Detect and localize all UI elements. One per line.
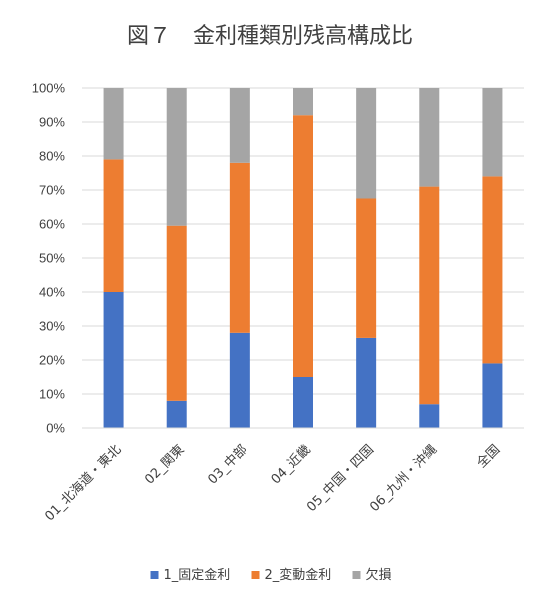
bar-segment-3 [419, 88, 440, 187]
bar-segment-1 [103, 292, 124, 428]
legend-swatch [352, 571, 361, 579]
x-tick-label: 全国 [474, 442, 504, 472]
x-tick-label: 04_近畿 [269, 442, 314, 487]
y-tick-label: 20% [39, 353, 65, 368]
bar-segment-3 [166, 88, 187, 226]
bar-segment-3 [356, 88, 377, 199]
bar-segment-2 [419, 186, 440, 405]
y-tick-label: 40% [39, 285, 65, 300]
y-tick-label: 30% [39, 319, 65, 334]
x-tick-label: 02_関東 [142, 442, 188, 488]
bar-segment-2 [293, 115, 313, 377]
bar-segment-2 [356, 198, 377, 338]
y-tick-label: 100% [32, 81, 66, 96]
bar-segment-3 [482, 88, 503, 177]
bar-segment-2 [103, 159, 124, 292]
y-tick-label: 50% [39, 251, 65, 266]
x-tick-label: 06_九州・沖縄 [367, 442, 440, 515]
y-tick-label: 80% [39, 149, 65, 164]
legend-label: 1_固定金利 [164, 567, 231, 583]
bar-segment-3 [229, 88, 250, 163]
y-tick-label: 0% [46, 421, 65, 436]
chart-title: 図７ 金利種類別残高構成比 [127, 24, 413, 49]
legend-swatch [251, 571, 260, 579]
y-axis-ticks: 0% 10% 20% 30% 40% 50% 60% 70% 80% 90% 100% [32, 81, 66, 436]
legend: 1_固定金利 2_変動金利 欠損 [150, 567, 392, 583]
bar-segment-1 [166, 400, 187, 428]
bar-segment-1 [229, 332, 250, 428]
y-tick-label: 90% [39, 115, 65, 130]
bar-segment-3 [103, 88, 124, 160]
y-tick-label: 10% [39, 387, 65, 402]
x-tick-label: 01_北海道・東北 [42, 442, 125, 525]
bar-segment-1 [419, 404, 440, 428]
bar-segment-1 [482, 363, 503, 428]
legend-label: 2_変動金利 [265, 567, 332, 583]
x-tick-label: 03_中部 [205, 442, 250, 487]
x-axis-ticks: 01_北海道・東北 02_関東 03_中部 04_近畿05_中国・四国06_九州・沖縄… [42, 442, 504, 525]
legend-label: 欠損 [366, 567, 392, 583]
bar-segment-3 [293, 88, 313, 116]
bar-segment-1 [293, 377, 313, 428]
bar-segment-2 [229, 162, 250, 333]
bar-segment-1 [356, 337, 377, 428]
bar-segment-2 [166, 225, 187, 401]
x-tick-label: 05_中国・四国 [304, 442, 377, 515]
y-tick-label: 60% [39, 217, 65, 232]
bars [103, 88, 503, 428]
bar-segment-2 [482, 176, 503, 364]
legend-swatch [150, 571, 159, 579]
y-tick-label: 70% [39, 183, 65, 198]
